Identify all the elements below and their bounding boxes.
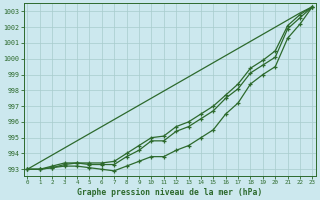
X-axis label: Graphe pression niveau de la mer (hPa): Graphe pression niveau de la mer (hPa) [77,188,262,197]
